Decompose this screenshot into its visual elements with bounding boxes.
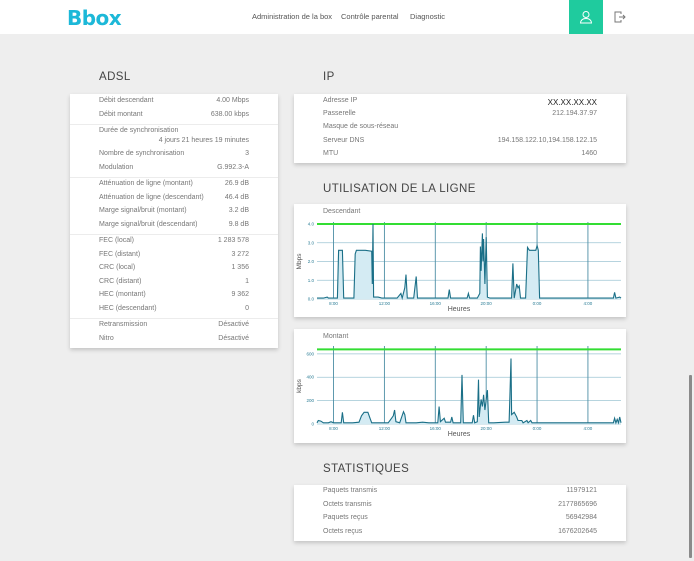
divider <box>70 124 278 125</box>
stat-row-packets-received: Paquets reçus 56942984 <box>323 514 597 521</box>
upstream-chart: 0 200 400 600 8:00 12:00 16:00 20:00 0:00 4:00 Heu… <box>296 346 622 438</box>
svg-text:0:00: 0:00 <box>533 426 542 431</box>
svg-text:1.0: 1.0 <box>308 278 315 283</box>
downstream-chart-title: Descendant <box>323 208 361 215</box>
adsl-row-fec-local: FEC (local) 1 283 578 <box>99 237 249 244</box>
statistics-title: STATISTIQUES <box>323 463 410 475</box>
divider <box>70 318 278 319</box>
adsl-row-crc-local: CRC (local) 1 356 <box>99 264 249 271</box>
svg-text:Mbps: Mbps <box>296 253 303 270</box>
stat-row-bytes-sent: Octets transmis 2177865696 <box>323 501 597 508</box>
ip-title: IP <box>323 71 335 83</box>
adsl-row-crc-remote: CRC (distant) 1 <box>99 278 249 285</box>
user-button[interactable] <box>569 0 603 34</box>
svg-text:16:00: 16:00 <box>430 426 442 431</box>
adsl-title: ADSL <box>99 71 131 83</box>
ip-row-address: Adresse IP XX.XX.XX.XX <box>323 97 597 107</box>
user-icon <box>579 11 593 24</box>
adsl-row-sync-count: Nombre de synchronisation 3 <box>99 150 249 157</box>
ip-card: Adresse IP XX.XX.XX.XX Passerelle 212.194.… <box>294 94 626 163</box>
svg-text:400: 400 <box>306 375 314 380</box>
svg-text:200: 200 <box>306 398 314 403</box>
downstream-chart: 0.0 1.0 2.0 3.0 4.0 8:00 12:00 16:00 20:00 0:00 4:… <box>296 222 622 313</box>
adsl-row-sync-duration-value: 4 jours 21 heures 19 minutes <box>158 137 249 144</box>
svg-text:2.0: 2.0 <box>308 259 315 264</box>
adsl-row-attenuation-up: Atténuation de ligne (montant) 26.9 dB <box>99 180 249 187</box>
svg-text:3.0: 3.0 <box>308 240 315 245</box>
adsl-row-downstream-rate: Débit descendant 4.00 Mbps <box>99 97 249 104</box>
svg-text:20:00: 20:00 <box>481 426 493 431</box>
ip-row-gateway: Passerelle 212.194.37.97 <box>323 110 597 117</box>
adsl-row-retransmission: Retransmission Désactivé <box>99 321 249 328</box>
bbox-logo[interactable]: Bbox <box>67 6 122 30</box>
adsl-row-snr-up: Marge signal/bruit (montant) 3.2 dB <box>99 207 249 214</box>
svg-text:20:00: 20:00 <box>481 301 493 306</box>
ip-row-mtu: MTU 1460 <box>323 150 597 157</box>
svg-text:Heures: Heures <box>448 306 471 313</box>
upstream-chart-title: Montant <box>323 333 349 340</box>
adsl-row-hec-up: HEC (montant) 9 362 <box>99 291 249 298</box>
downstream-chart-card: Descendant 0.0 1.0 2.0 3.0 4.0 8:00 12:00 16:00… <box>294 204 626 317</box>
adsl-card: Débit descendant 4.00 Mbps Débit montant 6… <box>70 94 278 348</box>
nav-administration[interactable]: Administration de la box <box>252 12 333 21</box>
adsl-row-modulation: Modulation G.992.3-A <box>99 164 249 171</box>
statistics-card: Paquets transmis 11979121 Octets transmis… <box>294 485 626 541</box>
adsl-row-attenuation-down: Atténuation de ligne (descendant) 46.4 dB <box>99 194 249 201</box>
svg-text:4.0: 4.0 <box>308 222 315 227</box>
svg-text:8:00: 8:00 <box>329 301 338 306</box>
stat-row-bytes-received: Octets reçus 1676202645 <box>323 528 597 535</box>
svg-text:16:00: 16:00 <box>430 301 442 306</box>
svg-text:0: 0 <box>311 422 314 427</box>
svg-text:12:00: 12:00 <box>379 426 391 431</box>
adsl-row-sync-duration-label: Durée de synchronisation <box>99 127 179 134</box>
nav-parental-control[interactable]: Contrôle parental <box>341 12 399 21</box>
adsl-row-fec-remote: FEC (distant) 3 272 <box>99 251 249 258</box>
adsl-row-hec-down: HEC (descendant) 0 <box>99 305 249 312</box>
divider <box>70 177 278 178</box>
logout-icon <box>614 11 626 23</box>
divider <box>70 234 278 235</box>
line-usage-title: UTILISATION DE LA LIGNE <box>323 183 476 195</box>
top-header: Bbox Administration de la box Contrôle p… <box>0 0 694 34</box>
page-scrollbar[interactable] <box>689 375 692 558</box>
svg-text:kbps: kbps <box>296 378 303 392</box>
svg-text:12:00: 12:00 <box>379 301 391 306</box>
svg-text:600: 600 <box>306 351 314 356</box>
svg-text:0.0: 0.0 <box>308 297 315 302</box>
stat-row-packets-sent: Paquets transmis 11979121 <box>323 487 597 494</box>
svg-text:8:00: 8:00 <box>329 426 338 431</box>
logout-button[interactable] <box>610 7 630 27</box>
svg-text:Heures: Heures <box>448 431 471 438</box>
svg-text:4:00: 4:00 <box>584 301 593 306</box>
svg-text:4:00: 4:00 <box>584 426 593 431</box>
ip-row-subnet-mask: Masque de sous-réseau <box>323 123 399 130</box>
adsl-row-upstream-rate: Débit montant 638.00 kbps <box>99 111 249 118</box>
adsl-row-nitro: Nitro Désactivé <box>99 335 249 342</box>
nav-diagnostic[interactable]: Diagnostic <box>410 12 446 21</box>
svg-text:0:00: 0:00 <box>533 301 542 306</box>
adsl-row-snr-down: Marge signal/bruit (descendant) 9.8 dB <box>99 221 249 228</box>
upstream-chart-card: Montant 0 200 400 600 8:00 12:00 16:00 20:00 0:0… <box>294 329 626 443</box>
ip-row-dns: Serveur DNS 194.158.122.10,194.158.122.15 <box>323 137 597 144</box>
